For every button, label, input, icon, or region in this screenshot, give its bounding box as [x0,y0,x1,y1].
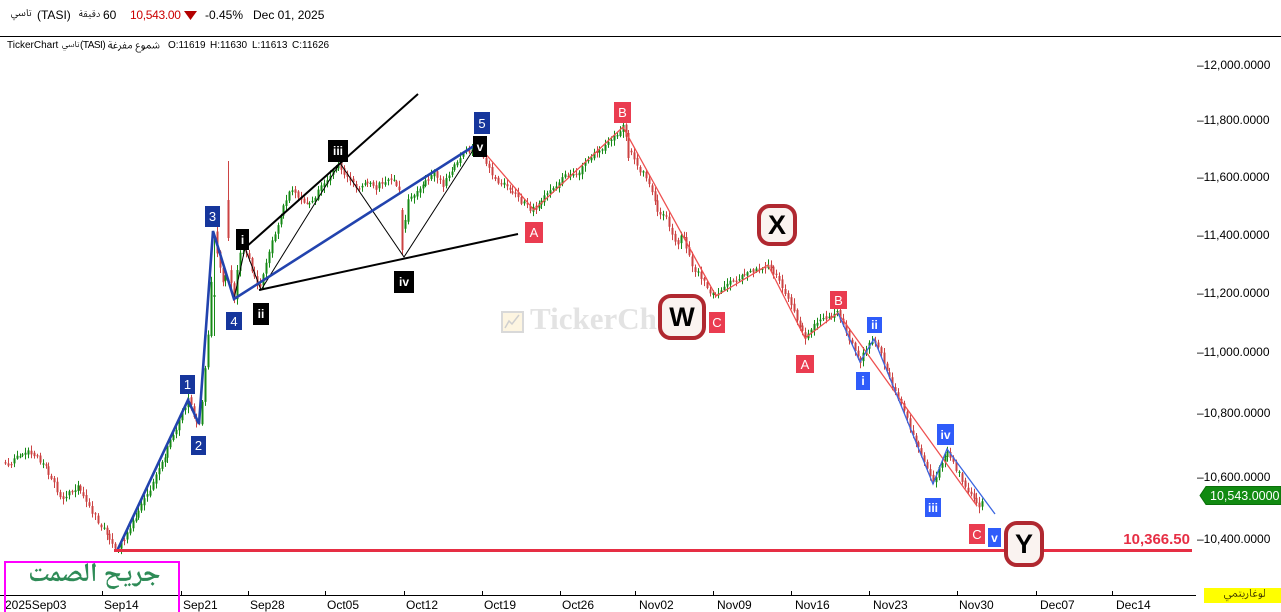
svg-text:10,543.0000: 10,543.0000 [1210,489,1280,503]
